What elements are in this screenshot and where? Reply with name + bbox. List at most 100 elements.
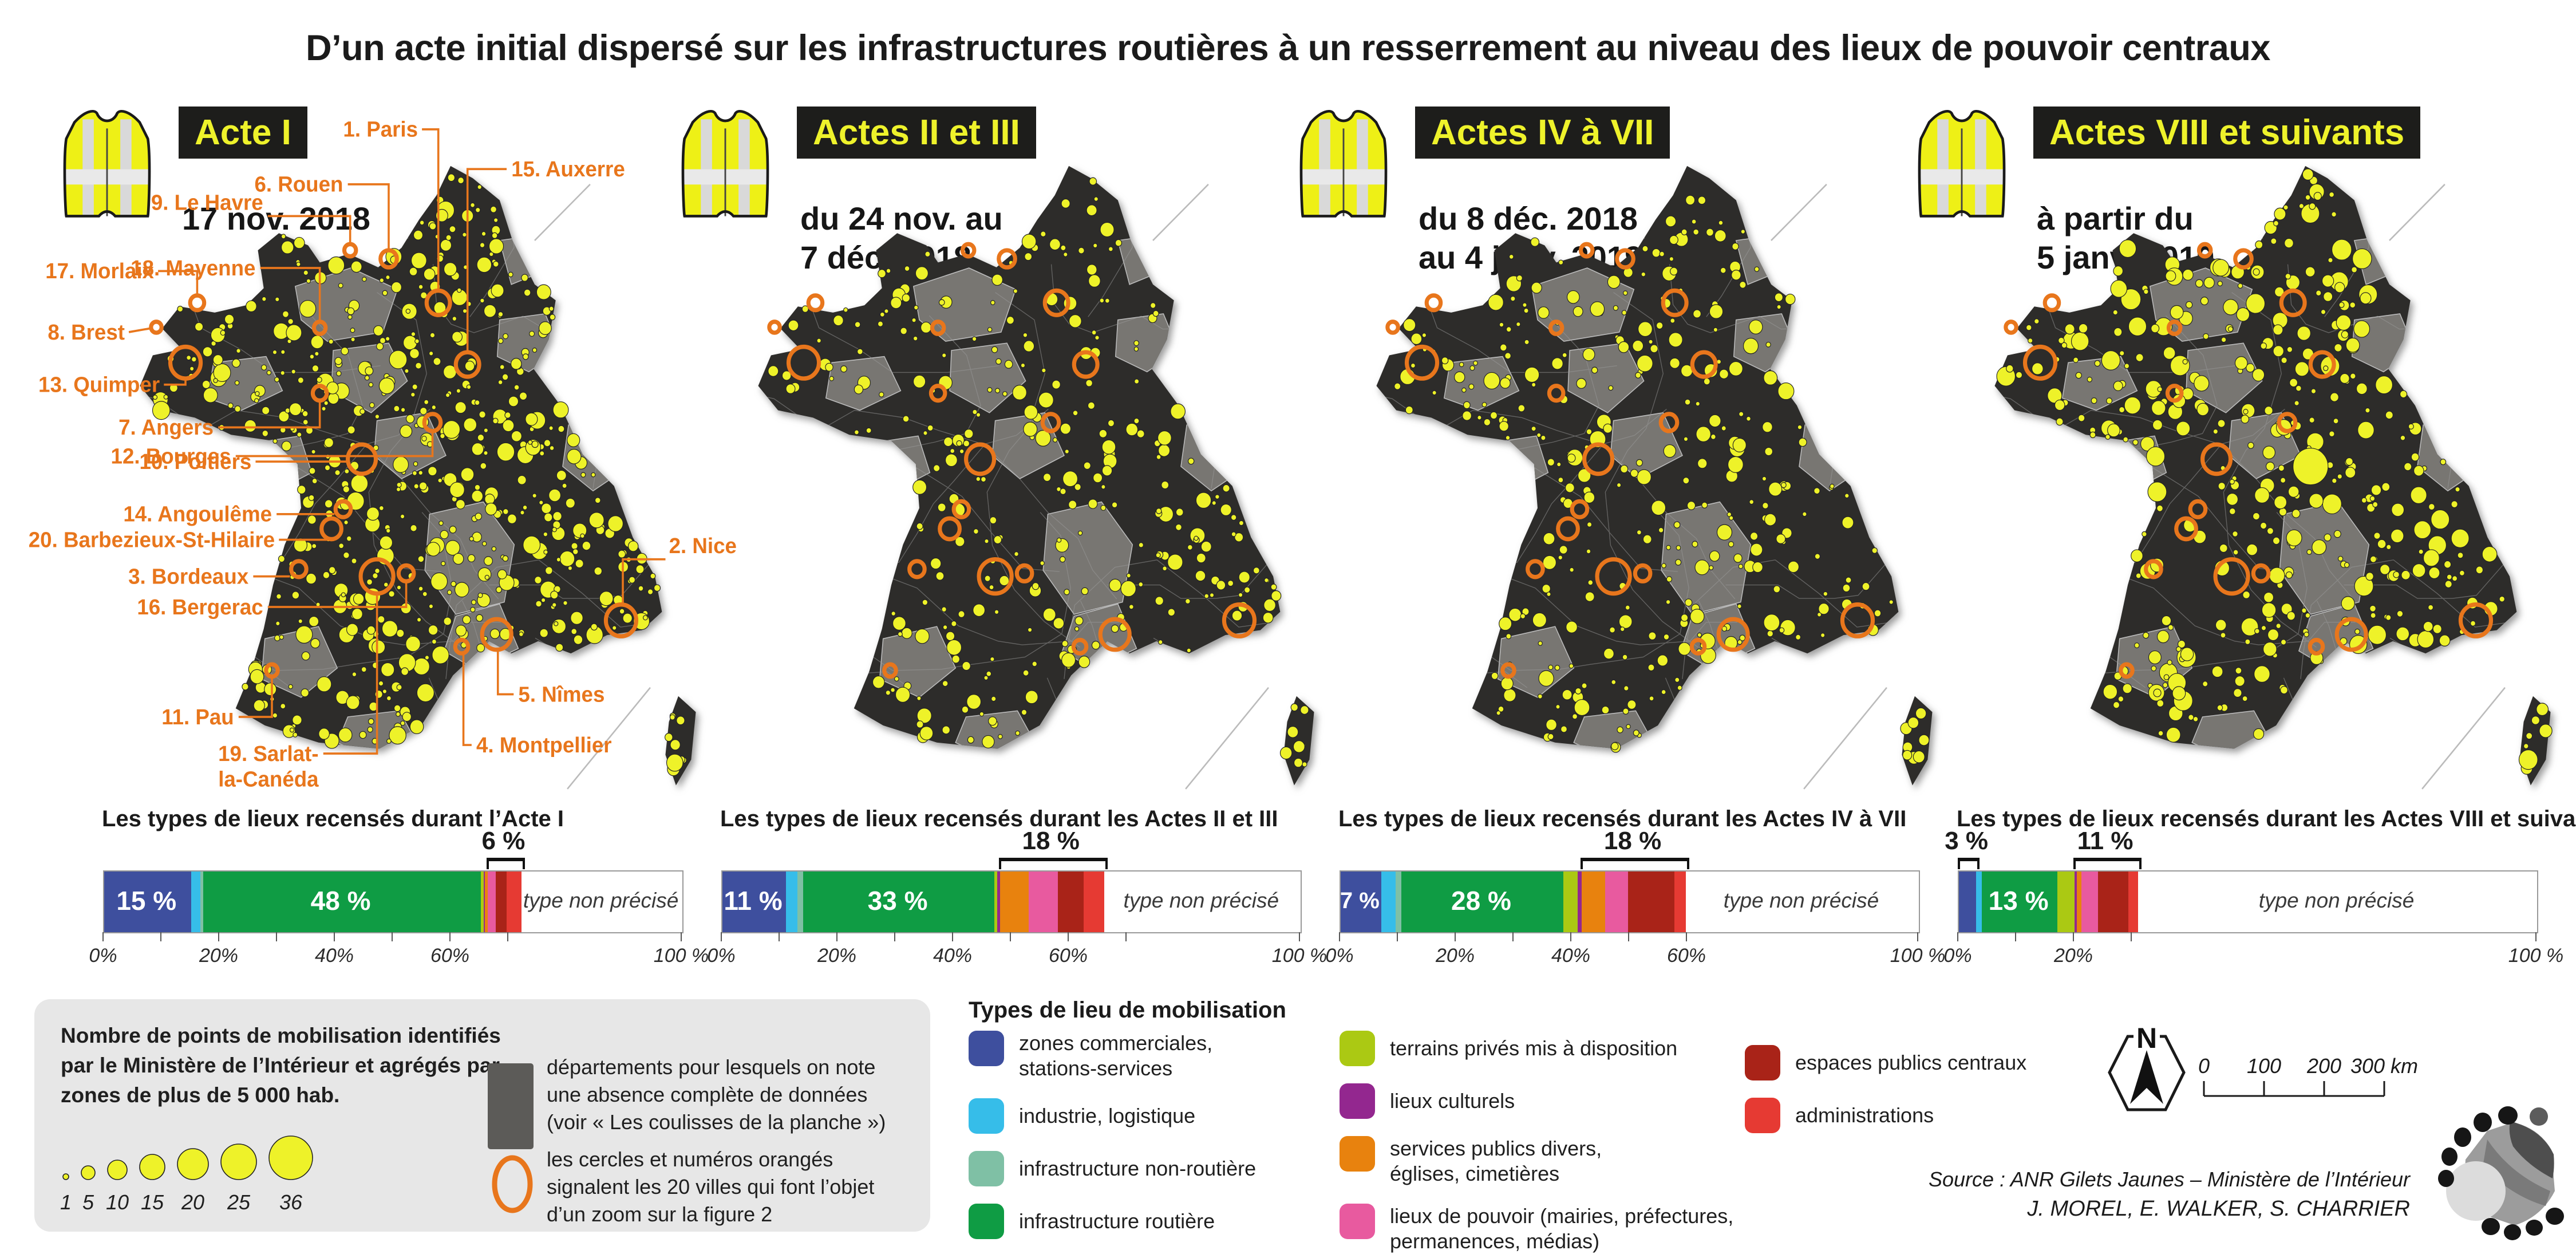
page-title: D’un acte initial dispersé sur les infra… — [306, 28, 2270, 68]
bracket-line — [486, 858, 526, 869]
northeast-border-line — [534, 183, 591, 241]
bar-segment-industrie — [1381, 872, 1396, 932]
size-legend-text: Nombre de points de mobilisation identif… — [61, 1024, 501, 1107]
source-block: Source : ANR Gilets Jaunes – Ministère d… — [1929, 1162, 2410, 1221]
source-text: Source : ANR Gilets Jaunes – Ministère d… — [1928, 1168, 2410, 1191]
svg-text:1: 1 — [60, 1190, 72, 1214]
bar-segment-espaces_publics — [2098, 872, 2128, 932]
axis-tick — [392, 932, 393, 941]
bar-segment-administrations — [2128, 872, 2139, 932]
bar-segment-zones_commerciales — [1959, 872, 1977, 932]
bar-segment-services_publics — [484, 872, 488, 932]
city-label: 13. Quimper — [38, 372, 160, 397]
stacked-bar — [1340, 870, 1920, 933]
svg-text:36: 36 — [279, 1190, 303, 1214]
city-label: 12. Bourges — [111, 444, 231, 468]
northeast-border-line — [2389, 183, 2445, 241]
scale-bar: 0 100 200 300 km — [2198, 1055, 2418, 1097]
city-zoom-rings — [149, 242, 639, 679]
svg-text:20: 20 — [181, 1190, 204, 1214]
segment-percent-label: 15 % — [116, 886, 177, 916]
bar-segment-infra_routiere — [803, 872, 994, 932]
segment-percent-label: 33 % — [867, 886, 928, 916]
axis-tick — [276, 932, 277, 941]
bar-segment-infra_routiere — [1982, 872, 2057, 932]
bracket-line — [1958, 858, 1980, 869]
axis-tick — [449, 932, 451, 941]
axis-label: 0% — [89, 945, 117, 967]
axis-tick — [721, 932, 722, 941]
axis-label: 100 % — [653, 945, 709, 967]
type-label-infra_non_routiere: infrastructure non-routière — [1019, 1157, 1257, 1180]
unspecified-type-label: type non précisé — [523, 889, 679, 912]
city-callout-line — [260, 267, 321, 321]
compass-needle-right — [2147, 1050, 2163, 1104]
stacked-bar — [721, 870, 1302, 933]
axis-tick — [102, 932, 104, 941]
axis-tick — [1686, 932, 1687, 941]
segment-percent-label: 11 % — [724, 886, 783, 916]
axis-label: 0% — [1943, 945, 1972, 967]
bar-segment-services_publics — [1582, 872, 1605, 932]
bar-segment-lieux_culturels — [483, 872, 485, 932]
logo-globe-dark-band — [2509, 1121, 2554, 1178]
bracket-value-label: 11 % — [2077, 827, 2134, 855]
axis-label: 0% — [707, 945, 736, 967]
yellow-vest-icon — [63, 110, 151, 218]
axis-tick — [1628, 932, 1629, 941]
city-label: 8. Brest — [48, 320, 125, 344]
bar-segment-zones_commerciales — [722, 872, 787, 932]
axis-tick — [1917, 932, 1918, 941]
type-swatch-administrations — [1745, 1098, 1780, 1133]
acte-panel-1: Acte I 17 nov. 2018 1. Paris 15. Auxerre 6. … — [29, 92, 737, 985]
type-swatch-zones_commerciales — [969, 1031, 1004, 1066]
axis-label: 40% — [314, 945, 354, 967]
mobilization-points — [1394, 195, 1930, 764]
bar-segment-terrains_prives — [994, 872, 997, 932]
bar-segment-infra_routiere — [1401, 872, 1563, 932]
scale-label: 100 — [2247, 1055, 2281, 1078]
axis-label: 20% — [199, 945, 239, 967]
city-callout-line — [422, 128, 440, 290]
axis-tick — [1125, 932, 1127, 941]
scale-label: 0 — [2198, 1055, 2210, 1078]
publisher-logo — [2438, 1106, 2564, 1240]
city-zoom-rings — [767, 242, 1257, 679]
acte-badge: Actes IV à VII — [1415, 107, 1670, 159]
city-callout-line — [218, 401, 321, 429]
bar-segment-espaces_publics — [495, 872, 507, 932]
bar-segment-terrains_prives — [1563, 872, 1578, 932]
yellow-vest-icon — [681, 110, 769, 218]
authors-text: J. MOREL, E. WALKER, S. CHARRIER — [2027, 1197, 2410, 1221]
type-swatch-services_publics — [1340, 1136, 1375, 1172]
mobilization-points — [152, 173, 687, 776]
logo-dot-arc — [2438, 1106, 2564, 1240]
axis-tick — [1068, 932, 1069, 941]
axis-label: 60% — [1666, 945, 1706, 967]
yellow-vest-icon — [1299, 110, 1388, 218]
bar-segment-lieux_culturels — [2075, 872, 2077, 932]
bar-segment-terrains_prives — [2057, 872, 2075, 932]
city-label: 18. Mayenne — [131, 255, 255, 280]
scale-label: 300 km — [2350, 1055, 2418, 1078]
axis-label: 20% — [1435, 945, 1475, 967]
type-label-infra_routiere: infrastructure routière — [1019, 1209, 1215, 1233]
bar-segment-lieux_pouvoir — [2081, 872, 2099, 932]
unspecified-type-label: type non précisé — [2258, 889, 2415, 912]
city-callout-line — [267, 582, 408, 608]
city-callout-line — [496, 650, 514, 696]
axis-label: 100 % — [1890, 945, 1946, 967]
bar-segment-lieux_culturels — [1578, 872, 1582, 932]
axis-label: 60% — [430, 945, 470, 967]
unspecified-type-label: type non précisé — [1123, 889, 1279, 912]
axis-tick — [1455, 932, 1456, 941]
corsica-divider-line — [567, 687, 651, 790]
acte-date: 17 nov. 2018 — [182, 200, 370, 236]
acte-badge: Actes VIII et suivants — [2033, 107, 2421, 159]
axis-tick — [1299, 932, 1300, 941]
yellow-vest-icon — [1918, 110, 2006, 218]
